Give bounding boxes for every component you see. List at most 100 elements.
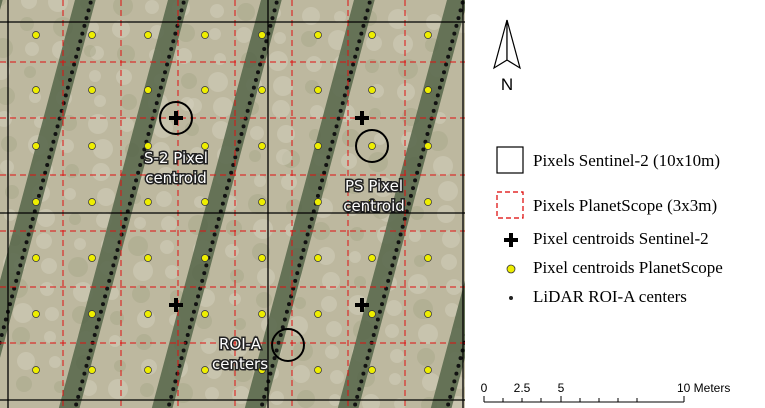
- texture: [250, 126, 264, 140]
- legend-symbol: [509, 296, 513, 300]
- texture: [437, 205, 455, 223]
- texture: [92, 163, 110, 181]
- texture: [409, 230, 421, 242]
- ps-centroid: [33, 143, 40, 150]
- ps-centroid: [259, 255, 266, 262]
- texture: [297, 390, 315, 408]
- texture: [433, 156, 453, 176]
- texture: [128, 236, 148, 256]
- texture: [276, 149, 292, 165]
- figure: S-2 PixelcentroidPS PixelcentroidROI-Ace…: [0, 0, 765, 408]
- texture: [234, 318, 246, 330]
- texture: [94, 95, 106, 107]
- texture: [114, 360, 126, 372]
- texture: [273, 76, 293, 96]
- texture: [230, 269, 244, 283]
- texture: [17, 352, 35, 370]
- texture: [97, 188, 115, 206]
- texture: [268, 51, 288, 71]
- scale-label: 2.5: [514, 381, 531, 395]
- texture: [110, 311, 124, 325]
- texture: [4, 209, 16, 221]
- ps-centroid: [145, 311, 152, 318]
- texture: [236, 27, 252, 43]
- legend-label: Pixel centroids PlanetScope: [533, 258, 723, 277]
- annotation: centroid: [145, 169, 207, 187]
- ps-centroid: [369, 32, 376, 39]
- legend-label: LiDAR ROI-A centers: [533, 287, 687, 306]
- texture: [330, 370, 344, 384]
- texture: [205, 387, 219, 401]
- ps-centroid: [315, 143, 322, 150]
- texture: [36, 233, 52, 249]
- texture: [354, 276, 366, 288]
- ps-centroid: [259, 199, 266, 206]
- ps-centroid: [259, 143, 266, 150]
- ps-centroid: [425, 32, 432, 39]
- scale-label: 0: [481, 381, 488, 395]
- legend: Pixels Sentinel-2 (10x10m) Pixels Planet…: [497, 147, 723, 306]
- texture: [326, 321, 342, 337]
- texture: [120, 118, 134, 132]
- ps-centroid: [33, 87, 40, 94]
- ps-centroid: [259, 311, 266, 318]
- annotation: centroid: [343, 197, 405, 215]
- texture: [89, 70, 101, 82]
- ps-centroid: [33, 311, 40, 318]
- ps-centroid: [33, 32, 40, 39]
- texture: [84, 45, 96, 57]
- texture: [272, 100, 290, 118]
- texture: [310, 105, 324, 119]
- texture: [441, 254, 457, 270]
- ps-centroid: [202, 87, 209, 94]
- texture: [210, 4, 224, 18]
- texture: [386, 300, 402, 316]
- annotation: centers: [212, 355, 268, 373]
- texture: [213, 97, 233, 117]
- texture: [274, 32, 286, 44]
- texture: [25, 42, 39, 56]
- texture: [44, 331, 56, 343]
- ps-centroid: [425, 143, 432, 150]
- texture: [165, 265, 179, 279]
- texture: [249, 150, 261, 162]
- ps-centroid: [145, 199, 152, 206]
- texture: [237, 3, 255, 21]
- texture: [321, 296, 337, 312]
- texture: [225, 244, 239, 258]
- texture: [350, 227, 364, 241]
- texture: [24, 66, 36, 78]
- texture: [208, 72, 228, 92]
- ps-centroid: [89, 87, 96, 94]
- texture: [109, 335, 121, 347]
- ps-centroid: [89, 255, 96, 262]
- ps-centroid: [425, 255, 432, 262]
- ps-centroid: [369, 311, 376, 318]
- scale-bar: 0 2.5 5 10 Meters: [481, 381, 731, 402]
- ps-centroid: [89, 311, 96, 318]
- scale-label: 10 Meters: [677, 381, 730, 395]
- texture: [418, 324, 438, 344]
- texture: [88, 114, 108, 134]
- texture: [417, 348, 435, 366]
- texture: [68, 257, 88, 277]
- ps-centroid: [315, 32, 322, 39]
- ps-centroid: [315, 87, 322, 94]
- texture: [294, 297, 306, 309]
- ps-centroid: [425, 311, 432, 318]
- texture: [349, 251, 361, 263]
- texture: [1, 136, 17, 152]
- legend-symbol: [504, 233, 518, 247]
- texture: [214, 53, 226, 65]
- texture: [136, 334, 152, 350]
- annotation: S-2 Pixel: [144, 149, 208, 167]
- texture: [0, 160, 14, 174]
- texture: [40, 282, 54, 296]
- texture: [334, 11, 346, 23]
- ps-centroid: [369, 367, 376, 374]
- ps-centroid: [33, 199, 40, 206]
- ps-centroid: [145, 255, 152, 262]
- ps-centroid: [369, 87, 376, 94]
- legend-symbol: [497, 192, 523, 218]
